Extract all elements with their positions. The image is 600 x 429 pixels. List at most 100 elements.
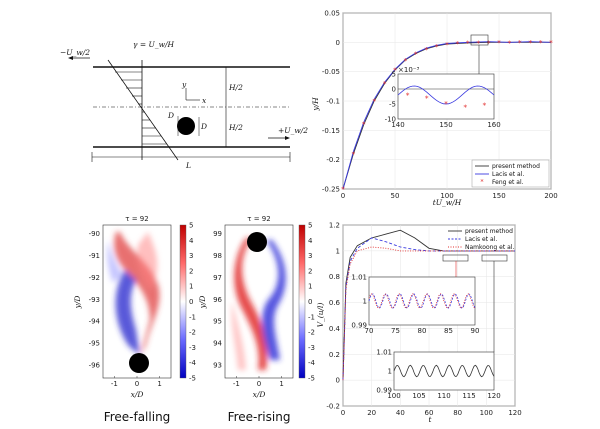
traj-x-tick-1: 50 — [391, 192, 400, 200]
trajectory-legend: present method Lacis et al. * Feng et al… — [471, 159, 550, 188]
top-arrow-head — [68, 56, 73, 60]
fall-y-tick-5: -95 — [89, 340, 100, 348]
falling-cylinder — [129, 353, 149, 373]
fall-cbar-tick-10: -5 — [189, 375, 196, 383]
shear-flow-schematic: γ = U_w/H −U_w/2 +U_w/2 H/2 H/2 L D D y … — [60, 40, 308, 170]
rise-x-tick-2: 1 — [279, 380, 283, 388]
rise-x-tick-0: -1 — [233, 380, 240, 388]
falling-x-ticks: -1 0 1 — [111, 376, 162, 388]
vel-x-tick-1: 20 — [367, 409, 376, 417]
vel-inset2-x-tick-0: 100 — [387, 392, 400, 400]
traj-x-tick-4: 200 — [544, 192, 557, 200]
fall-cbar-tick-3: 2 — [189, 267, 193, 275]
trajectory-legend-box — [471, 159, 550, 188]
local-x-label: x — [202, 96, 207, 105]
fall-y-tick-3: -93 — [89, 296, 100, 304]
inset-feng-point-0: * — [406, 92, 410, 100]
velocity-x-label: t — [428, 415, 432, 424]
rise-cbar-tick-10: -5 — [308, 375, 315, 383]
rising-x-label: x/D — [253, 390, 266, 399]
traj-point-19: * — [539, 39, 543, 47]
velocity-x-ticks: 0 20 40 60 80 100 120 — [341, 409, 522, 417]
vel-x-tick-3: 60 — [425, 409, 434, 417]
vel-x-tick-4: 80 — [453, 409, 462, 417]
traj-point-3: * — [372, 98, 376, 106]
traj-point-16: * — [508, 40, 512, 48]
rise-y-tick-3: 96 — [213, 296, 222, 304]
svg-text:*: * — [481, 179, 484, 186]
vel-y-tick-3: 0.4 — [329, 325, 341, 333]
vel-y-tick-2: 0.2 — [329, 351, 340, 359]
inset-feng-point-3: * — [463, 104, 467, 112]
inset-y-tick-1: -5 — [389, 101, 396, 109]
legend-present-method: present method — [492, 163, 540, 170]
fall-cbar-tick-8: -3 — [189, 344, 196, 352]
traj-y-tick-1: -0.2 — [326, 156, 340, 164]
fall-cbar-tick-2: 3 — [189, 252, 193, 260]
inset-feng-point-2: * — [444, 100, 448, 108]
rise-cbar-tick-7: -2 — [308, 329, 315, 337]
fall-cbar-tick-1: 4 — [189, 237, 194, 245]
cylinder — [177, 117, 195, 135]
vel-y-tick-1: 0 — [336, 377, 340, 385]
vel-y-tick-6: 1 — [336, 247, 340, 255]
traj-y-tick-2: -0.15 — [322, 127, 340, 135]
falling-caption: Free-falling — [104, 410, 171, 424]
vel-inset1-y-tick-0: 1.01 — [351, 274, 367, 282]
rising-caption: Free-rising — [228, 410, 291, 424]
traj-point-8: * — [424, 46, 428, 54]
vel-x-tick-2: 40 — [396, 409, 405, 417]
falling-x-label: x/D — [131, 390, 144, 399]
trajectory-chart: 0 50 100 150 200 -0.25-0.2-0.15-0.1-0.0500.0… — [311, 10, 558, 208]
velocity-inset-1-content: 70 75 80 85 90 1.01 1 0.99 — [351, 274, 479, 336]
fall-cbar-tick-4: 1 — [189, 283, 193, 291]
vel-inset1-y-tick-2: 0.99 — [351, 322, 367, 330]
falling-colorbar-ticks: 5 4 3 2 1 0 -1 -2 -3 -4 -5 — [189, 222, 197, 383]
traj-point-5: * — [393, 67, 397, 75]
vel-inset1-y-tick-1: 1 — [363, 298, 367, 306]
vel-inset2-y-tick-1: 1 — [388, 368, 392, 376]
lower-half-label: H/2 — [228, 123, 243, 132]
falling-y-ticks: -90 -91 -92 -93 -94 -95 -96 — [89, 230, 101, 369]
inset-y-tick-3: 5 — [392, 71, 396, 79]
vel-inset2-y-tick-2: 0.99 — [376, 387, 392, 395]
velocity-y-ticks: -0.2 0 0.2 0.4 0.6 0.8 1 1.2 — [326, 222, 340, 411]
rising-cylinder — [247, 232, 267, 252]
fall-cbar-tick-9: -4 — [189, 359, 197, 367]
free-falling-panel: -1 0 1 -90 -91 -92 -93 -94 -95 -96 5 4 3 2 1 0 -1 -2 -3 -… — [73, 215, 197, 424]
traj-point-1: * — [352, 151, 356, 159]
traj-y-tick-5: 0 — [336, 39, 340, 47]
inset-scale-label: ×10⁻³ — [398, 66, 419, 74]
velocity-series — [342, 229, 515, 381]
vel-inset1-x-tick-1: 75 — [391, 327, 400, 335]
traj-point-10: * — [445, 42, 449, 50]
vel-inset1-x-tick-4: 90 — [471, 327, 480, 335]
falling-title: τ = 92 — [125, 215, 148, 223]
rising-y-ticks: 99 98 97 96 95 94 93 — [213, 230, 222, 369]
traj-x-tick-3: 150 — [492, 192, 505, 200]
rise-cbar-tick-9: -4 — [308, 359, 316, 367]
upper-half-label: H/2 — [228, 83, 243, 92]
vel-y-tick-7: 1.2 — [329, 222, 340, 230]
top-velocity-label: −U_w/2 — [60, 48, 90, 57]
rise-cbar-tick-6: -1 — [308, 313, 315, 321]
vel-y-tick-4: 0.6 — [329, 299, 341, 307]
traj-point-14: * — [487, 40, 491, 48]
traj-y-tick-4: -0.05 — [322, 68, 340, 76]
legend-vel-namkoong: Namkoong et al. — [465, 244, 514, 251]
rise-cbar-tick-2: 3 — [308, 252, 312, 260]
vel-y-tick-5: 0.8 — [329, 273, 340, 281]
fall-y-tick-4: -94 — [89, 318, 101, 326]
vel-inset2-x-tick-4: 120 — [487, 392, 500, 400]
traj-point-7: * — [414, 51, 418, 59]
shear-rate-label: γ = U_w/H — [133, 40, 175, 49]
vel-x-tick-0: 0 — [341, 409, 345, 417]
rise-cbar-tick-5: 0 — [308, 298, 312, 306]
legend-lacis: Lacis et al. — [492, 171, 524, 178]
inset-lacis-line — [397, 85, 495, 105]
rise-x-tick-1: 0 — [257, 380, 261, 388]
traj-point-9: * — [435, 43, 439, 51]
traj-point-15: * — [497, 39, 501, 47]
rise-cbar-tick-3: 2 — [308, 267, 312, 275]
traj-y-tick-3: -0.1 — [326, 98, 340, 106]
